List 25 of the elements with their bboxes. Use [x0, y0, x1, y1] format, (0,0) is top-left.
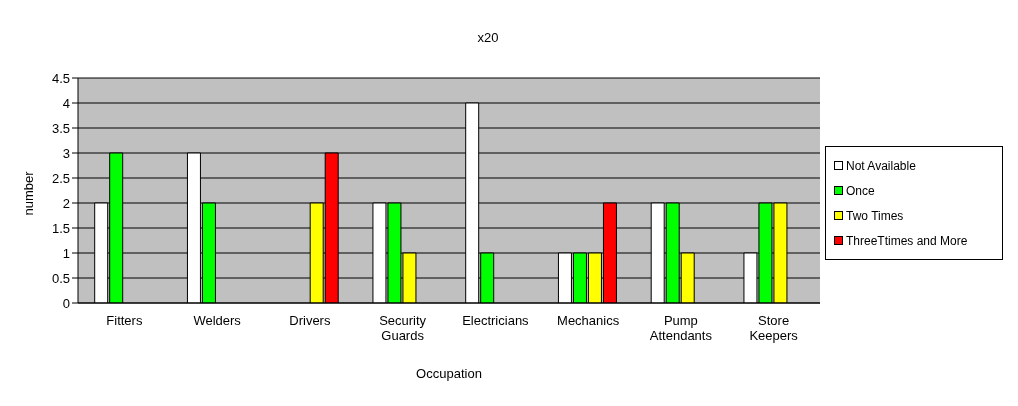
chart-title: x20 [476, 30, 500, 45]
y-tick-label: 4.5 [51, 70, 70, 86]
x-axis-title: Occupation [416, 366, 482, 381]
y-tick-label: 0.5 [51, 270, 70, 286]
y-tick-label: 2.5 [51, 170, 70, 186]
x-tick-label: Security Guards [379, 313, 427, 343]
x-tick-label: Welders [193, 313, 242, 328]
y-tick-label: 2 [62, 195, 70, 211]
y-tick-label: 3 [62, 145, 70, 161]
x-tick-label: Mechanics [557, 313, 620, 328]
x-tick-label: Electricians [462, 313, 530, 328]
y-tick-label: 0 [62, 295, 70, 311]
y-axis-title: number [20, 170, 36, 216]
x-tick-label: Store Keepers [749, 313, 799, 343]
x-tick-label: Drivers [289, 313, 331, 328]
x-tick-label: Fitters [106, 313, 143, 328]
legend-label: Once [846, 183, 875, 198]
x-tick-label: Pump Attendants [649, 313, 713, 343]
y-tick-label: 1.5 [51, 220, 70, 236]
legend-label: Not Available [846, 158, 916, 173]
y-tick-label: 4 [62, 95, 70, 111]
y-tick-label: 1 [62, 245, 70, 261]
legend-label: Two Times [846, 208, 904, 223]
legend-label: ThreeTtimes and More [846, 233, 968, 248]
y-tick-label: 3.5 [51, 120, 70, 136]
